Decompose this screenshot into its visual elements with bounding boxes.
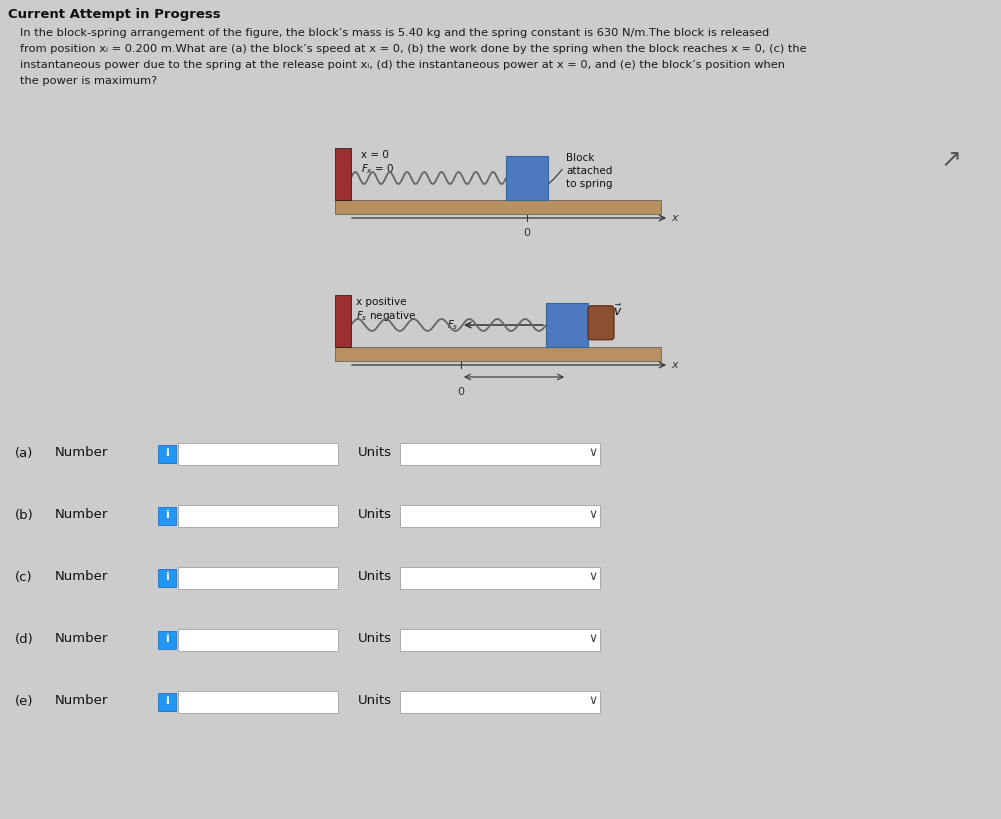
Text: ↗: ↗ bbox=[940, 148, 961, 172]
Text: (e): (e) bbox=[15, 695, 33, 708]
Bar bbox=[400, 629, 600, 651]
Bar bbox=[335, 347, 661, 361]
Bar bbox=[158, 445, 176, 463]
Text: 0: 0 bbox=[457, 387, 464, 397]
Text: $F_x$ = 0: $F_x$ = 0 bbox=[361, 162, 394, 176]
Text: x: x bbox=[671, 213, 678, 223]
Bar bbox=[178, 443, 338, 465]
Bar bbox=[400, 567, 600, 589]
Text: ∨: ∨ bbox=[589, 695, 598, 708]
Text: i: i bbox=[165, 448, 169, 458]
Text: x = 0: x = 0 bbox=[361, 150, 388, 160]
FancyBboxPatch shape bbox=[588, 305, 614, 340]
Text: Block
attached
to spring: Block attached to spring bbox=[566, 153, 613, 189]
Bar bbox=[178, 629, 338, 651]
Text: $F_s$ negative: $F_s$ negative bbox=[356, 309, 416, 323]
Text: the power is maximum?: the power is maximum? bbox=[20, 76, 157, 86]
Text: Number: Number bbox=[55, 571, 108, 583]
Bar bbox=[335, 200, 661, 214]
Text: i: i bbox=[165, 510, 169, 520]
Text: i: i bbox=[165, 696, 169, 706]
Text: ∨: ∨ bbox=[589, 509, 598, 522]
Text: x positive: x positive bbox=[356, 297, 406, 307]
Text: from position xᵢ = 0.200 m.What are (a) the block’s speed at x = 0, (b) the work: from position xᵢ = 0.200 m.What are (a) … bbox=[20, 44, 807, 54]
Text: $\vec{v}$: $\vec{v}$ bbox=[613, 304, 623, 319]
Text: 0: 0 bbox=[524, 228, 531, 238]
Text: i: i bbox=[165, 572, 169, 582]
Text: ∨: ∨ bbox=[589, 632, 598, 645]
Bar bbox=[158, 507, 176, 525]
Bar bbox=[335, 148, 351, 200]
Text: $F_s$: $F_s$ bbox=[447, 319, 459, 333]
Text: Units: Units bbox=[358, 571, 392, 583]
Bar bbox=[178, 505, 338, 527]
Bar bbox=[400, 443, 600, 465]
Text: x: x bbox=[671, 360, 678, 370]
Text: (c): (c) bbox=[15, 571, 33, 583]
Bar bbox=[506, 156, 548, 200]
Text: Number: Number bbox=[55, 446, 108, 459]
Bar bbox=[158, 569, 176, 587]
Text: instantaneous power due to the spring at the release point xᵢ, (d) the instantan: instantaneous power due to the spring at… bbox=[20, 60, 785, 70]
Text: In the block-spring arrangement of the figure, the block’s mass is 5.40 kg and t: In the block-spring arrangement of the f… bbox=[20, 28, 769, 38]
Bar bbox=[335, 295, 351, 347]
Text: Units: Units bbox=[358, 509, 392, 522]
Text: (a): (a) bbox=[15, 446, 33, 459]
Text: (d): (d) bbox=[15, 632, 34, 645]
Text: Units: Units bbox=[358, 446, 392, 459]
Text: Units: Units bbox=[358, 632, 392, 645]
Bar bbox=[158, 693, 176, 711]
Text: ∨: ∨ bbox=[589, 446, 598, 459]
Text: ∨: ∨ bbox=[589, 571, 598, 583]
Bar bbox=[158, 631, 176, 649]
Text: Units: Units bbox=[358, 695, 392, 708]
Text: (b): (b) bbox=[15, 509, 34, 522]
Bar bbox=[400, 691, 600, 713]
Bar bbox=[546, 303, 588, 347]
Text: Number: Number bbox=[55, 695, 108, 708]
Text: Number: Number bbox=[55, 632, 108, 645]
Bar bbox=[178, 691, 338, 713]
Text: Current Attempt in Progress: Current Attempt in Progress bbox=[8, 8, 220, 21]
Bar bbox=[400, 505, 600, 527]
Bar bbox=[178, 567, 338, 589]
Text: Number: Number bbox=[55, 509, 108, 522]
Text: i: i bbox=[165, 634, 169, 644]
